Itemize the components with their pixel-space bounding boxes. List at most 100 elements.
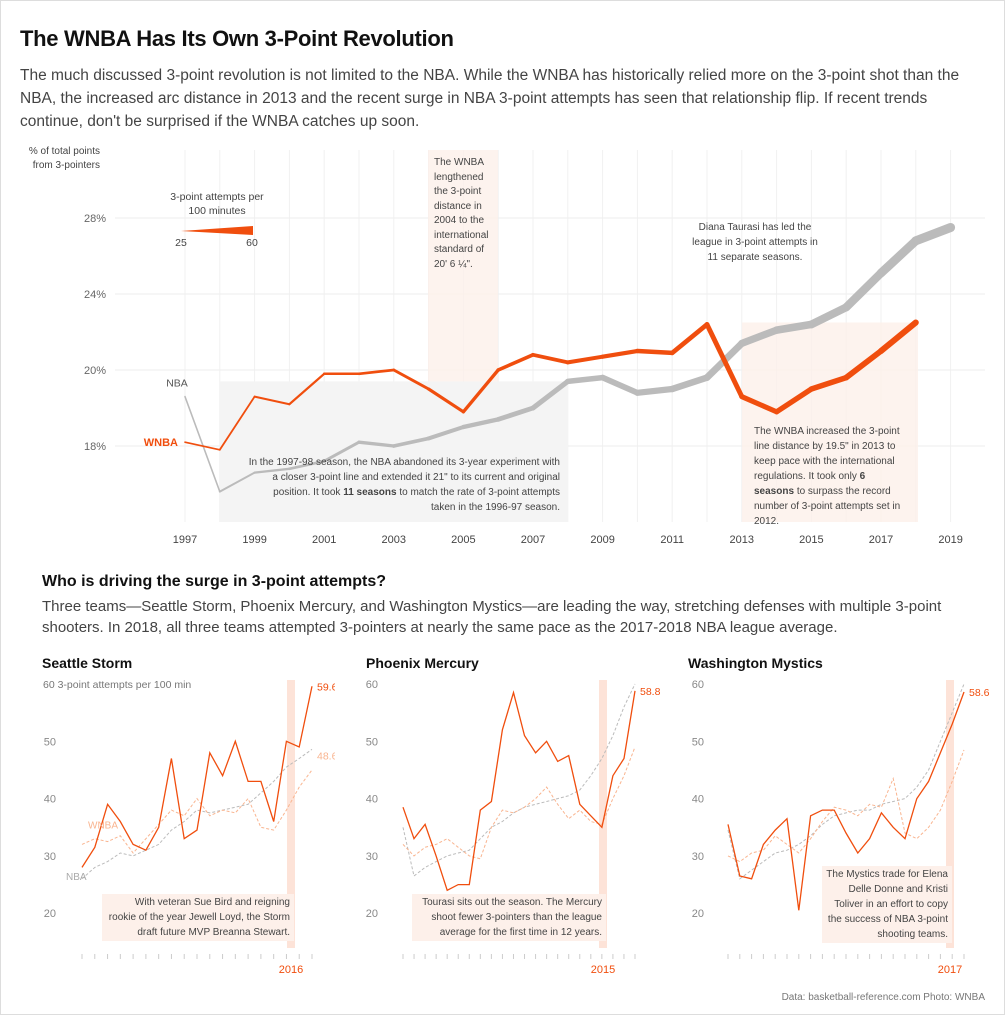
nba-line-segment: [495, 405, 536, 422]
x-tick-label: 1997: [173, 534, 197, 546]
note-phoenix: Tourasi sits out the season. The Mercury…: [412, 894, 606, 941]
y-tick-label: 40: [44, 794, 56, 806]
y-tick-label: 20: [366, 908, 378, 920]
annotation-wnba-2013: The WNBA increased the 3-point line dist…: [754, 424, 902, 529]
y-tick-label: 20%: [84, 365, 106, 377]
wnba-line-segment: [218, 395, 256, 451]
y-tick-label: 40: [692, 794, 704, 806]
nba-series-label: NBA: [66, 872, 87, 883]
team-line: [81, 686, 313, 868]
wnba-line-segment: [600, 348, 640, 359]
wnba-line-segment: [392, 368, 431, 391]
washington-chart: 60 50 40 30 20 2017 58.6: [692, 679, 990, 976]
y-tick-label: 50: [692, 736, 704, 748]
wnba-dashed-line: [402, 746, 636, 860]
y-tick-label: 50: [366, 736, 378, 748]
legend-max-label: 60: [246, 237, 258, 249]
wnba-line-segment: [184, 441, 221, 451]
wnba-line-segment: [843, 348, 884, 381]
annotation-wnba-2004: The WNBA lengthened the 3-point distance…: [434, 157, 489, 270]
shade-2013: [742, 322, 918, 522]
intro-paragraph: The much discussed 3-point revolution is…: [20, 67, 960, 130]
wnba-line-segment: [531, 352, 570, 365]
x-tick-label: 2011: [660, 534, 684, 546]
nba-line-segment: [565, 374, 606, 385]
wnba-line-segment: [635, 348, 675, 356]
highlight-year-label: 2015: [591, 964, 615, 976]
wnba-line-segment: [739, 394, 780, 415]
nba-line-segment: [842, 268, 886, 312]
x-tick-label: 2001: [312, 534, 336, 546]
nba-line-segment: [426, 424, 466, 441]
wnba-line-segment: [357, 368, 396, 376]
x-tick-label: 2009: [590, 534, 614, 546]
source-credit: Data: basketball-reference.com Photo: WN…: [781, 992, 985, 1003]
nba-line-segment: [357, 440, 396, 448]
section-heading: Who is driving the surge in 3-point atte…: [42, 573, 387, 590]
annotation-taurasi: Diana Taurasi has led the league in 3-po…: [692, 222, 818, 263]
nba-dashed-line: [81, 748, 313, 880]
nba-line-segment: [391, 436, 431, 448]
team-line: [727, 691, 965, 911]
y-axis-label: 60 3-point attempts per 100 min: [43, 679, 191, 691]
note-seattle: With veteran Sue Bird and reigning rooki…: [102, 894, 294, 941]
panel-title-phoenix: Phoenix Mercury: [366, 655, 479, 671]
series-label-wnba: WNBA: [144, 437, 178, 449]
wnba-line-segment: [288, 372, 326, 406]
nba-line-segment: [634, 385, 676, 396]
y-tick-label: 20: [44, 908, 56, 920]
wnba-line-segment: [427, 387, 465, 414]
y-tick-label: 40: [366, 794, 378, 806]
note-washington: The Mystics trade for Elena Delle Donne …: [822, 866, 952, 943]
y-tick-label: 60: [692, 679, 704, 691]
legend-min-label: 25: [175, 237, 187, 249]
nba-line-segment: [461, 417, 501, 430]
annotation-nba-1997-text: In the 1997-98 season, the NBA abandoned…: [248, 457, 560, 498]
y-tick-label: 28%: [84, 213, 106, 225]
nba-line-segment: [530, 378, 571, 411]
wnba-line-segment: [669, 322, 710, 356]
x-tick-label: 2005: [451, 534, 475, 546]
annotation-wnba-2013-end: to surpass the record number of 3-point …: [754, 486, 901, 527]
x-tick-label: 2015: [799, 534, 823, 546]
y-tick-label: 18%: [84, 441, 106, 453]
x-tick-label: 2003: [382, 534, 406, 546]
wnba-series-label: WNBA: [88, 820, 118, 831]
wnba-dashed-line: [81, 769, 313, 854]
nba-line-segment: [288, 459, 326, 471]
nba-dashed-line: [402, 683, 636, 877]
nba-line-segment: [668, 374, 711, 393]
wnba-dashed-line: [727, 749, 965, 863]
phoenix-chart: 60 50 40 30 20 2015 58.8: [366, 679, 661, 976]
annotation-nba-1997-bold: 11 seasons: [343, 487, 397, 498]
y-axis-label-line2: from 3-pointers: [33, 160, 100, 171]
x-tick-label: 2017: [869, 534, 893, 546]
y-tick-label: 60: [366, 679, 378, 691]
panel-title-washington: Washington Mystics: [688, 655, 823, 671]
wnba-line-segment: [878, 319, 919, 354]
seattle-chart: 50 40 30 20 60 3-point attempts per 100 min 2…: [43, 679, 335, 976]
team-end-label: 58.6: [969, 687, 990, 699]
x-tick-label: 2013: [730, 534, 754, 546]
nba-line-segment: [876, 236, 921, 278]
nba-line-segment: [322, 440, 361, 463]
nba-line-segment: [738, 326, 781, 348]
wnba-line-segment: [565, 354, 605, 365]
y-tick-label: 50: [44, 736, 56, 748]
wnba-line-segment: [704, 321, 745, 400]
nba-line-segment: [253, 467, 291, 474]
nba-end-label: 48.6: [317, 750, 335, 762]
highlight-band: [599, 680, 607, 948]
nba-line-segment: [911, 223, 956, 246]
shade-nba-gap: [220, 381, 568, 522]
y-tick-label: 30: [44, 851, 56, 863]
wnba-line-segment: [773, 386, 815, 415]
legend-title-line2: 100 minutes: [188, 205, 245, 217]
legend-wedge: [181, 226, 253, 235]
main-line-chart: % of total points from 3-pointers 28% 24% 20…: [29, 146, 985, 546]
annotation-wnba-2013-bold: 6 seasons: [754, 471, 866, 497]
x-tick-label: 2019: [938, 534, 962, 546]
annotation-nba-1997-end: to match the rate of 3-point attempts ta…: [399, 487, 560, 513]
x-tick-label: 2007: [521, 534, 545, 546]
y-tick-label: 20: [692, 908, 704, 920]
